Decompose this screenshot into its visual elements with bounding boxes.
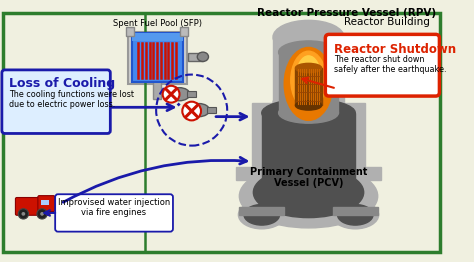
- Bar: [181, 27, 188, 36]
- Text: The cooling functions were lost
due to electric power loss.: The cooling functions were lost due to e…: [9, 90, 134, 109]
- Circle shape: [182, 102, 201, 120]
- Bar: [279, 52, 338, 113]
- FancyBboxPatch shape: [16, 198, 50, 215]
- Circle shape: [40, 212, 44, 216]
- Text: Loss of Cooling: Loss of Cooling: [9, 77, 116, 90]
- Text: Spent Fuel Pool (SFP): Spent Fuel Pool (SFP): [112, 19, 201, 28]
- Text: Improvised water injection
via fire engines: Improvised water injection via fire engi…: [58, 198, 170, 217]
- Ellipse shape: [189, 103, 210, 117]
- Bar: [295, 68, 322, 105]
- Bar: [363, 167, 382, 180]
- Bar: [236, 167, 254, 180]
- Bar: [188, 53, 203, 61]
- Text: The reactor shut down
safely after the earthquake.: The reactor shut down safely after the e…: [334, 55, 446, 74]
- Bar: [262, 113, 356, 192]
- Ellipse shape: [279, 41, 338, 63]
- Text: Reactor Pressure Vessel (RPV): Reactor Pressure Vessel (RPV): [257, 8, 436, 19]
- Text: Reactor Building: Reactor Building: [344, 17, 430, 27]
- Ellipse shape: [239, 164, 378, 228]
- Bar: [153, 80, 161, 99]
- Ellipse shape: [254, 167, 364, 218]
- Ellipse shape: [279, 103, 338, 123]
- FancyBboxPatch shape: [325, 34, 439, 96]
- FancyBboxPatch shape: [3, 13, 440, 252]
- Circle shape: [21, 212, 25, 216]
- Ellipse shape: [273, 90, 344, 116]
- Ellipse shape: [169, 88, 190, 101]
- Ellipse shape: [337, 205, 373, 225]
- Bar: [239, 207, 284, 215]
- Bar: [132, 34, 183, 41]
- Text: Reactor Shutdown: Reactor Shutdown: [334, 43, 456, 56]
- Ellipse shape: [284, 47, 333, 120]
- Bar: [253, 103, 365, 196]
- Ellipse shape: [262, 99, 356, 127]
- Ellipse shape: [244, 205, 280, 225]
- Ellipse shape: [238, 201, 285, 229]
- Bar: [187, 91, 196, 97]
- Ellipse shape: [291, 51, 326, 109]
- Text: Primary Containment
Vessel (PCV): Primary Containment Vessel (PCV): [250, 167, 367, 188]
- Bar: [128, 31, 187, 84]
- Circle shape: [18, 209, 28, 219]
- FancyBboxPatch shape: [55, 194, 173, 232]
- Ellipse shape: [296, 56, 321, 99]
- Ellipse shape: [273, 20, 344, 54]
- Circle shape: [37, 209, 47, 219]
- Bar: [333, 207, 378, 215]
- Ellipse shape: [295, 101, 322, 110]
- Ellipse shape: [197, 52, 209, 62]
- Bar: [132, 34, 183, 82]
- Ellipse shape: [295, 63, 322, 73]
- Ellipse shape: [332, 201, 379, 229]
- Bar: [273, 37, 344, 103]
- Bar: [207, 107, 216, 113]
- FancyBboxPatch shape: [38, 196, 55, 211]
- FancyBboxPatch shape: [2, 70, 110, 133]
- Bar: [126, 27, 134, 36]
- Bar: [41, 200, 49, 205]
- Circle shape: [163, 86, 180, 103]
